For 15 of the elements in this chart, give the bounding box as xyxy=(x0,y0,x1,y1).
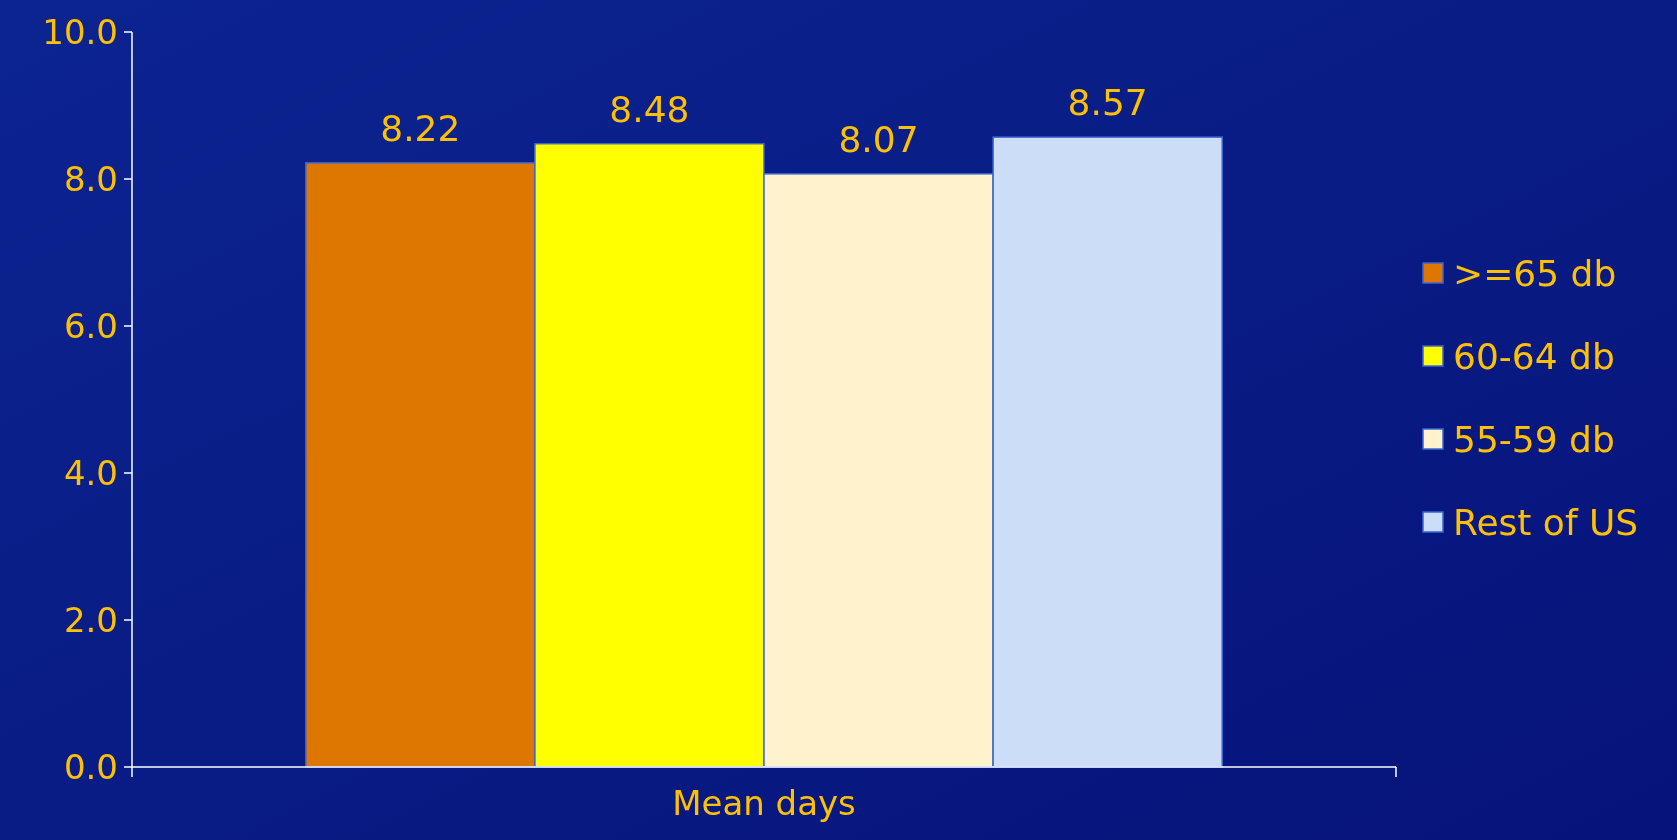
legend-label: 55-59 db xyxy=(1453,418,1615,460)
data-label: 8.48 xyxy=(609,88,690,130)
legend-label: >=65 db xyxy=(1453,252,1617,294)
y-tick-label: 2.0 xyxy=(63,599,118,640)
x-tick-label: Mean days xyxy=(672,783,856,823)
data-label: 8.07 xyxy=(838,118,919,160)
data-label: 8.57 xyxy=(1067,82,1148,124)
y-tick-label: 0.0 xyxy=(63,746,118,787)
y-tick-label: 10.0 xyxy=(42,11,118,52)
data-label: 8.22 xyxy=(380,107,461,149)
y-tick-label: 8.0 xyxy=(63,158,118,199)
y-tick-label: 6.0 xyxy=(63,305,118,346)
y-tick-label: 4.0 xyxy=(63,452,118,493)
legend-label: Rest of US xyxy=(1453,501,1639,543)
legend-label: 60-64 db xyxy=(1453,335,1615,377)
